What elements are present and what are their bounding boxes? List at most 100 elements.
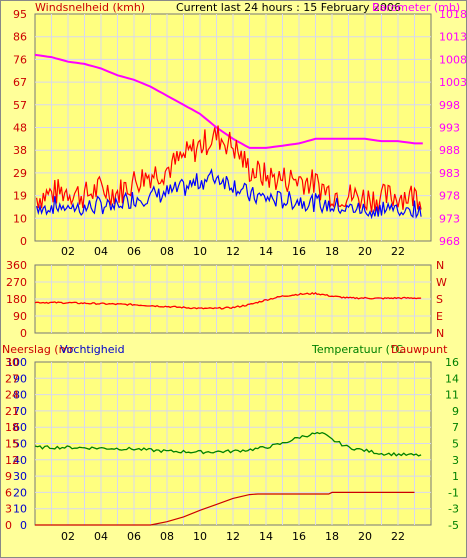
- direction-tick-label: S: [436, 293, 443, 306]
- x-tick-label: 06: [127, 530, 141, 543]
- x-tick-label: 22: [391, 245, 405, 258]
- y-tick-label: 0: [20, 327, 27, 340]
- y-tick-label: 14: [445, 372, 459, 385]
- y-tick-label: 360: [6, 259, 27, 272]
- x-tick-label: 16: [292, 530, 306, 543]
- y-tick-label: 973: [439, 212, 460, 225]
- y-tick-label: 24: [5, 389, 19, 402]
- y-tick-label: 3: [452, 454, 459, 467]
- y-tick-label: 1018: [439, 8, 467, 21]
- y-tick-label: 968: [439, 235, 460, 248]
- x-tick-label: 02: [61, 245, 75, 258]
- y-tick-label: 19: [13, 190, 27, 203]
- x-tick-label: 20: [358, 245, 372, 258]
- y-tick-label: 70: [13, 405, 27, 418]
- x-tick-label: 10: [193, 245, 207, 258]
- x-tick-label: 02: [61, 530, 75, 543]
- direction-tick-label: E: [436, 310, 443, 323]
- y-tick-label: 15: [5, 438, 19, 451]
- y-tick-label: 1013: [439, 31, 467, 44]
- x-tick-label: 14: [259, 245, 273, 258]
- y-tick-label: 30: [5, 356, 19, 369]
- y-tick-label: -5: [448, 519, 459, 532]
- wind-gust-line: [36, 125, 422, 213]
- y-tick-label: 180: [6, 293, 27, 306]
- y-tick-label: 60: [13, 421, 27, 434]
- y-tick-label: -3: [448, 503, 459, 516]
- y-tick-label: 0: [5, 519, 12, 532]
- wind-axis-title: Windsnelheid (kmh): [35, 1, 145, 14]
- y-tick-label: 9: [5, 470, 12, 483]
- y-tick-label: 80: [13, 389, 27, 402]
- y-tick-label: 16: [445, 356, 459, 369]
- y-tick-label: 27: [5, 372, 19, 385]
- y-tick-label: 21: [5, 405, 19, 418]
- y-tick-label: 11: [445, 389, 459, 402]
- x-tick-label: 04: [94, 245, 108, 258]
- dewpoint-axis-title: Dauwpunt: [391, 343, 448, 356]
- y-tick-label: 988: [439, 144, 460, 157]
- rain-axis-title: Neerslag (mr: [2, 343, 74, 356]
- y-tick-label: 57: [13, 99, 27, 112]
- y-tick-label: 1: [452, 470, 459, 483]
- x-tick-label: 06: [127, 245, 141, 258]
- x-tick-label: 12: [226, 530, 240, 543]
- direction-tick-label: N: [436, 259, 444, 272]
- x-tick-label: 12: [226, 245, 240, 258]
- rain-humidity-temp-panel: 0102030405060708090100036912151821242730…: [5, 356, 459, 543]
- y-tick-label: 20: [13, 486, 27, 499]
- y-tick-label: 90: [13, 372, 27, 385]
- x-tick-label: 20: [358, 530, 372, 543]
- y-tick-label: 86: [13, 31, 27, 44]
- y-tick-label: 270: [6, 276, 27, 289]
- y-tick-label: 1008: [439, 53, 467, 66]
- y-tick-label: -1: [448, 486, 459, 499]
- y-tick-label: 10: [13, 212, 27, 225]
- y-tick-label: 983: [439, 167, 460, 180]
- x-tick-label: 22: [391, 530, 405, 543]
- y-tick-label: 100: [6, 356, 27, 369]
- y-tick-label: 12: [5, 454, 19, 467]
- y-tick-label: 95: [13, 8, 27, 21]
- y-tick-label: 9: [452, 405, 459, 418]
- direction-tick-label: W: [436, 276, 447, 289]
- x-tick-label: 04: [94, 530, 108, 543]
- y-tick-label: 0: [20, 519, 27, 532]
- y-tick-label: 3: [5, 503, 12, 516]
- y-tick-label: 30: [13, 470, 27, 483]
- humidity-axis-title: Vochtigheid: [60, 343, 125, 356]
- direction-tick-label: N: [436, 327, 444, 340]
- x-tick-label: 14: [259, 530, 273, 543]
- wind-average-line: [36, 168, 422, 220]
- y-tick-label: 0: [20, 235, 27, 248]
- y-tick-label: 18: [5, 421, 19, 434]
- x-tick-label: 18: [325, 530, 339, 543]
- temperature-line: [34, 431, 422, 457]
- chart-title: Current last 24 hours : 15 February 2006: [176, 1, 401, 14]
- wind-direction-line: [34, 291, 422, 310]
- x-tick-label: 16: [292, 245, 306, 258]
- y-tick-label: 993: [439, 122, 460, 135]
- barometer-axis-title: Barometer (mb): [372, 1, 460, 14]
- x-tick-label: 08: [160, 245, 174, 258]
- temperature-axis-title: Temperatuur (°C: [311, 343, 403, 356]
- y-tick-label: 1003: [439, 76, 467, 89]
- x-tick-label: 18: [325, 245, 339, 258]
- x-tick-label: 08: [160, 530, 174, 543]
- y-tick-label: 48: [13, 122, 27, 135]
- y-tick-label: 5: [452, 438, 459, 451]
- y-tick-label: 50: [13, 438, 27, 451]
- y-tick-label: 67: [13, 76, 27, 89]
- y-tick-label: 40: [13, 454, 27, 467]
- y-tick-label: 6: [5, 486, 12, 499]
- y-tick-label: 978: [439, 190, 460, 203]
- x-tick-label: 10: [193, 530, 207, 543]
- y-tick-label: 29: [13, 167, 27, 180]
- y-tick-label: 90: [13, 310, 27, 323]
- wind-barometer-panel: 0 10 19 29 38 48 57 67 76 86 95 968 973 978 983 988 993 9…: [13, 8, 467, 258]
- y-tick-label: 7: [452, 421, 459, 434]
- y-tick-label: 998: [439, 99, 460, 112]
